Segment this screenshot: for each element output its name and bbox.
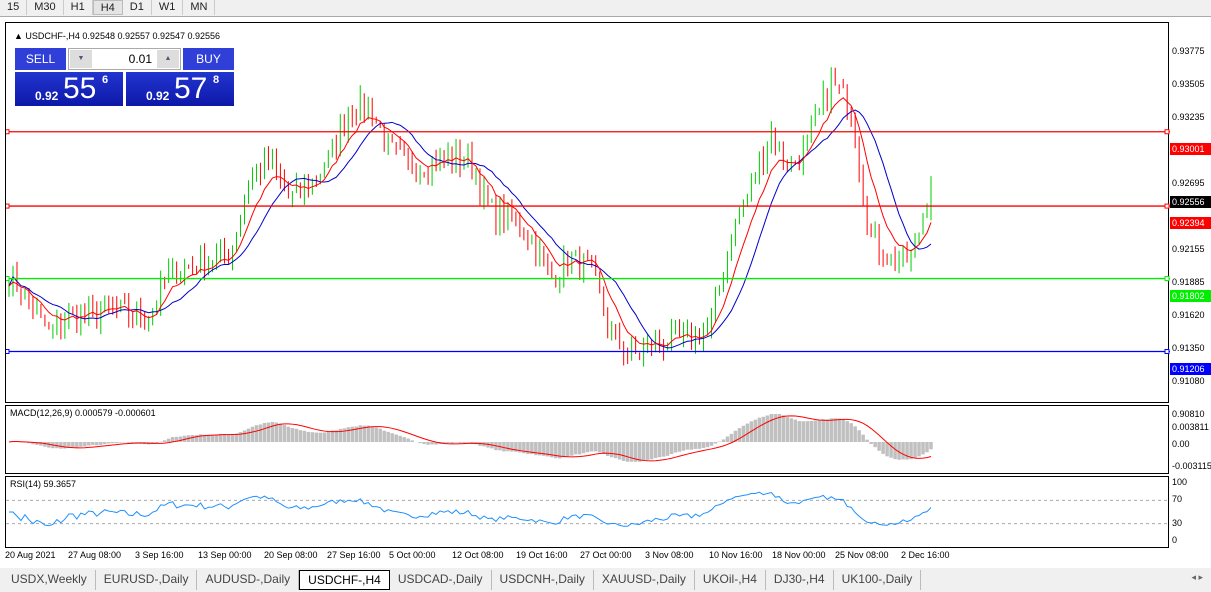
price-tick: 0.91350 — [1172, 342, 1205, 353]
line-handle-icon — [6, 276, 10, 282]
date-label: 18 Nov 00:00 — [772, 550, 826, 560]
timeframe-h1[interactable]: H1 — [64, 0, 93, 15]
line-handle-icon — [6, 129, 10, 135]
buy-price-prefix: 0.92 — [146, 89, 170, 103]
macd-tick: 0.003811 — [1172, 422, 1209, 432]
chart-tab[interactable]: USDCNH-,Daily — [492, 570, 594, 590]
chart-tab[interactable]: AUDUSD-,Daily — [197, 570, 300, 590]
date-label: 10 Nov 16:00 — [709, 550, 763, 560]
buy-button[interactable]: BUY — [183, 48, 234, 70]
sell-price-prefix: 0.92 — [35, 89, 59, 103]
chart-tab[interactable]: EURUSD-,Daily — [96, 570, 198, 590]
decrease-lot-icon[interactable]: ▼ — [70, 50, 92, 68]
macd-signal-line — [8, 415, 932, 462]
price-tick: 0.92155 — [1172, 244, 1205, 255]
price-tick: 0.93235 — [1172, 112, 1205, 123]
macd-tick: -0.003115 — [1172, 461, 1211, 471]
increase-lot-icon[interactable]: ▲ — [157, 50, 179, 68]
date-label: 19 Oct 16:00 — [516, 550, 568, 560]
date-label: 5 Oct 00:00 — [389, 550, 436, 560]
price-tick: 0.93775 — [1172, 46, 1205, 56]
timeframe-mn[interactable]: MN — [183, 0, 216, 15]
date-label: 13 Sep 00:00 — [198, 550, 252, 560]
rsi-tick: 30 — [1172, 517, 1183, 528]
date-label: 20 Sep 08:00 — [264, 550, 318, 560]
tab-scroll-arrows-icon[interactable]: ◂ ▸ — [1191, 572, 1203, 582]
line-handle-icon — [1164, 129, 1170, 135]
price-line-label: 0.92394 — [1170, 217, 1211, 230]
moving-average-slow — [8, 109, 932, 349]
rsi-line — [9, 491, 932, 527]
line-handle-icon — [6, 203, 10, 209]
rsi-tick: 0 — [1172, 535, 1178, 545]
price-tick: 0.91620 — [1172, 309, 1205, 320]
price-chart[interactable]: ▲ USDCHF-,H4 0.92548 0.92557 0.92547 0.9… — [5, 22, 1170, 403]
timeframe-m30[interactable]: M30 — [27, 0, 64, 15]
date-label: 27 Aug 08:00 — [68, 550, 122, 560]
line-handle-icon — [1164, 276, 1170, 282]
chart-header: ▲ USDCHF-,H4 0.92548 0.92557 0.92547 0.9… — [14, 31, 221, 41]
date-label: 2 Dec 16:00 — [901, 550, 950, 560]
date-label: 20 Aug 2021 — [5, 550, 56, 560]
timeframe-15[interactable]: 15 — [0, 0, 28, 15]
date-label: 27 Oct 00:00 — [580, 550, 632, 560]
timeframe-d1[interactable]: D1 — [123, 0, 152, 15]
date-label: 12 Oct 08:00 — [452, 550, 504, 560]
price-tick: 0.90810 — [1172, 409, 1205, 419]
line-handle-icon — [6, 349, 10, 355]
buy-price[interactable]: 0.92 57 8 — [126, 72, 234, 106]
chart-tab[interactable]: USDCHF-,H4 — [299, 570, 390, 590]
macd-pane[interactable]: MACD(12,26,9) 0.000579 -0.000601 — [5, 405, 1169, 474]
sell-price-big: 55 — [63, 72, 97, 105]
date-label: 3 Nov 08:00 — [645, 550, 694, 560]
lot-value: 0.01 — [128, 52, 152, 66]
sell-price[interactable]: 0.92 55 6 — [15, 72, 123, 106]
date-label: 25 Nov 08:00 — [835, 550, 889, 560]
one-click-trading-panel: SELL ▼ 0.01 ▲ BUY 0.92 55 6 0.92 57 8 — [15, 48, 234, 106]
current-price-label: 0.92556 — [1170, 196, 1211, 209]
chart-window: ▲ USDCHF-,H4 0.92548 0.92557 0.92547 0.9… — [0, 16, 1211, 568]
chart-tab[interactable]: XAUUSD-,Daily — [594, 570, 695, 590]
rsi-label: RSI(14) 59.3657 — [10, 479, 77, 489]
price-tick: 0.91080 — [1172, 375, 1205, 386]
rsi-tick: 70 — [1172, 494, 1183, 505]
price-line-label: 0.91206 — [1170, 362, 1211, 375]
chart-tab[interactable]: UK100-,Daily — [834, 570, 922, 590]
sell-price-pip: 6 — [102, 74, 109, 86]
timeframe-w1[interactable]: W1 — [152, 0, 184, 15]
buy-price-pip: 8 — [213, 74, 220, 86]
date-label: 3 Sep 16:00 — [135, 550, 184, 560]
chart-tab[interactable]: UKOil-,H4 — [695, 570, 766, 590]
moving-average-fast — [8, 97, 932, 347]
price-line-label: 0.91802 — [1170, 289, 1211, 302]
rsi-tick: 100 — [1172, 477, 1188, 487]
price-tick: 0.93505 — [1172, 79, 1205, 90]
price-tick: 0.91885 — [1172, 277, 1205, 288]
macd-tick: 0.00 — [1172, 439, 1190, 449]
line-handle-icon — [1164, 349, 1170, 355]
timeframe-bar: 15 M30 H1 H4 D1 W1 MN — [0, 0, 216, 15]
line-handle-icon — [1164, 203, 1170, 209]
buy-price-big: 57 — [174, 72, 208, 105]
chart-tab[interactable]: USDX,Weekly — [3, 570, 96, 590]
price-tick: 0.92695 — [1172, 178, 1205, 189]
rsi-pane[interactable]: RSI(14) 59.3657 — [5, 476, 1170, 548]
symbol-quote: USDCHF-,H4 0.92548 0.92557 0.92547 0.925… — [25, 31, 221, 41]
sell-button[interactable]: SELL — [15, 48, 66, 70]
macd-label: MACD(12,26,9) 0.000579 -0.000601 — [10, 408, 156, 418]
date-label: 27 Sep 16:00 — [327, 550, 381, 560]
price-line-label: 0.93001 — [1170, 142, 1211, 155]
lot-size-input[interactable]: ▼ 0.01 ▲ — [68, 48, 181, 70]
timeframe-h4[interactable]: H4 — [92, 0, 123, 15]
chart-tab[interactable]: USDCAD-,Daily — [390, 570, 492, 590]
chart-tabs: USDX,Weekly EURUSD-,Daily AUDUSD-,Daily USD… — [3, 570, 922, 590]
chart-tab[interactable]: DJ30-,H4 — [766, 570, 834, 590]
